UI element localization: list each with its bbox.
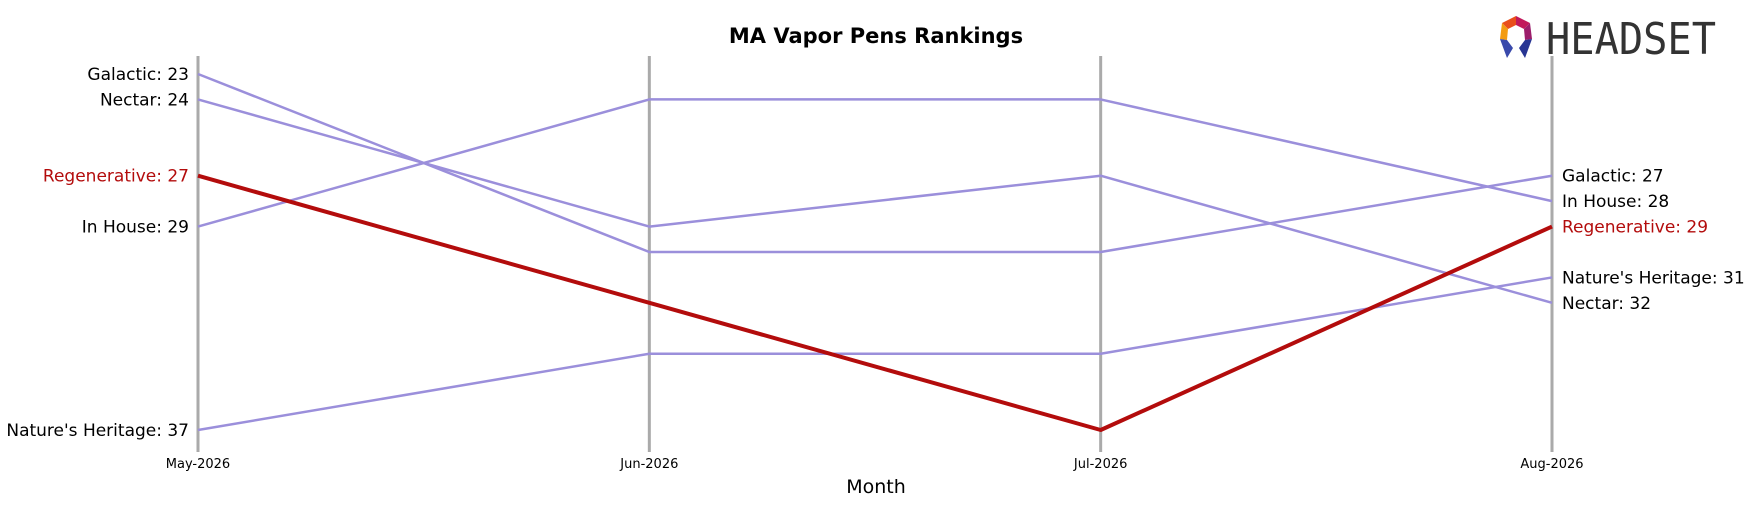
x-tick-label: Aug-2026 [1520,457,1583,472]
month-axes [196,56,1554,452]
rank-labels: Galactic: 23 Nectar: 24 Regenerative: 27 In… [6,65,1744,441]
x-tick-label: May-2026 [166,457,230,472]
end-rank-label: Nectar: 32 [1562,294,1651,314]
x-tick-label: Jun-2026 [619,457,678,472]
start-rank-label: Nature's Heritage: 37 [6,421,189,441]
series-line-regenerative [197,173,1553,432]
series-line-in-house [197,98,1553,228]
x-tick-label: Jul-2026 [1073,457,1127,472]
end-rank-label: Galactic: 27 [1562,167,1664,187]
headset-logo-icon [1500,16,1532,58]
end-rank-label: In House: 28 [1562,192,1669,212]
headset-logo: HEADSET [1500,14,1716,65]
start-rank-label: Galactic: 23 [87,65,189,85]
series-lines [197,72,1553,432]
end-rank-label: Nature's Heritage: 31 [1562,268,1745,288]
start-rank-label: Nectar: 24 [100,90,189,110]
start-rank-label: In House: 29 [82,218,189,238]
series-line-nature-s-heritage [197,276,1553,432]
start-rank-label: Regenerative: 27 [43,167,189,187]
chart-title: MA Vapor Pens Rankings [729,24,1023,48]
headset-logo-text: HEADSET [1546,14,1716,65]
end-rank-label: Regenerative: 29 [1562,218,1708,238]
x-tick-labels: May-2026 Jun-2026 Jul-2026 Aug-2026 [166,457,1584,472]
series-line-nectar [197,98,1553,305]
series-line-galactic [197,72,1553,254]
x-axis-label: Month [846,476,906,498]
